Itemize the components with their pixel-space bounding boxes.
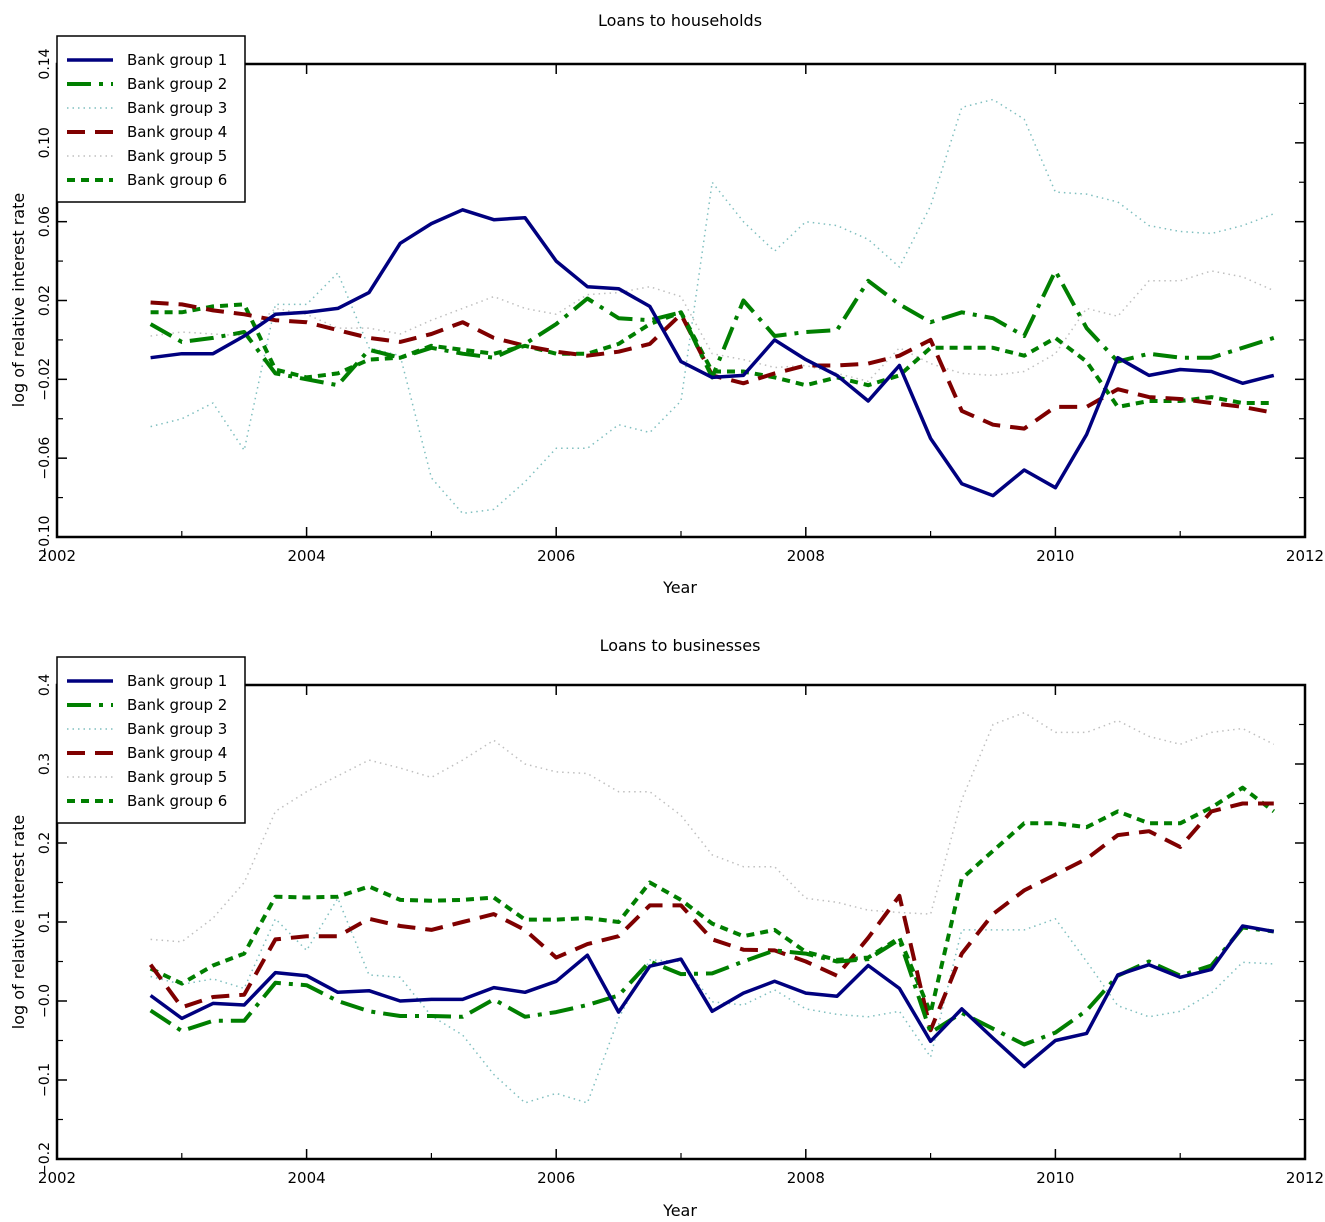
x-tick-label: 2002 <box>38 1169 76 1187</box>
x-tick-label: 2006 <box>537 1169 575 1187</box>
chart-panel-households: Loans to households Year log of relative… <box>9 11 1324 597</box>
series-line-bank-group-4 <box>150 300 1275 431</box>
series-line-bank-group-6 <box>149 785 1276 1015</box>
y-tick-label: 0.1 <box>37 911 53 933</box>
x-tick-label: 2012 <box>1286 547 1324 565</box>
x-tick-label: 2004 <box>288 1169 326 1187</box>
legend-label: Bank group 1 <box>127 672 227 690</box>
legend-label: Bank group 5 <box>127 147 227 165</box>
series-line-bank-group-1 <box>149 924 1275 1069</box>
series-line-bank-group-5 <box>150 270 1275 383</box>
y-tick-label: −0.10 <box>37 516 53 559</box>
x-tick-label: 2006 <box>537 547 575 565</box>
chart-panel-businesses: Loans to businesses Year log of relative… <box>9 636 1324 1220</box>
series-line-bank-group-2 <box>149 925 1275 1047</box>
legend-label: Bank group 6 <box>127 792 227 810</box>
x-axis-label: Year <box>662 578 697 597</box>
y-axis-label: log of relative interest rate <box>9 193 28 407</box>
x-tick-label: 2010 <box>1036 1169 1074 1187</box>
y-tick-label: 0.02 <box>37 285 53 316</box>
x-tick-label: 2010 <box>1036 547 1074 565</box>
series-line-bank-group-3 <box>150 98 1275 515</box>
y-tick-label: −0.02 <box>37 358 53 401</box>
legend-label: Bank group 2 <box>127 75 227 93</box>
legend-label: Bank group 2 <box>127 696 227 714</box>
series-line-bank-group-1 <box>150 208 1275 498</box>
x-axis-label: Year <box>662 1201 697 1220</box>
x-tick-label: 2012 <box>1286 1169 1324 1187</box>
x-tick-label: 2008 <box>787 547 825 565</box>
x-tick-label: 2002 <box>38 547 76 565</box>
legend-label: Bank group 4 <box>127 123 227 141</box>
x-tick-label: 2008 <box>787 1169 825 1187</box>
series-line-bank-group-5 <box>150 711 1275 943</box>
legend-label: Bank group 4 <box>127 744 227 762</box>
legend-box <box>56 35 246 203</box>
chart-title: Loans to businesses <box>600 636 761 655</box>
y-tick-label: 0.10 <box>37 127 53 158</box>
legend-box <box>56 656 246 824</box>
y-tick-label: −0.06 <box>37 437 53 480</box>
y-tick-label: −0.2 <box>37 1142 53 1176</box>
y-tick-label: 0.2 <box>37 832 53 854</box>
y-tick-label: 0.14 <box>37 48 53 79</box>
chart-title: Loans to households <box>598 11 762 30</box>
legend-label: Bank group 5 <box>127 768 227 786</box>
legend-label: Bank group 6 <box>127 171 227 189</box>
y-axis-label: log of relative interest rate <box>9 815 28 1029</box>
legend-label: Bank group 3 <box>127 99 227 117</box>
y-tick-label: −0.0 <box>37 984 53 1018</box>
y-tick-label: 0.4 <box>37 674 53 696</box>
x-tick-label: 2004 <box>288 547 326 565</box>
y-tick-label: −0.1 <box>37 1063 53 1097</box>
series-line-bank-group-2 <box>149 268 1275 388</box>
y-tick-label: 0.3 <box>37 753 53 775</box>
legend-label: Bank group 1 <box>127 51 227 69</box>
series-line-bank-group-6 <box>150 302 1274 409</box>
legend-label: Bank group 3 <box>127 720 227 738</box>
y-tick-label: 0.06 <box>37 206 53 237</box>
